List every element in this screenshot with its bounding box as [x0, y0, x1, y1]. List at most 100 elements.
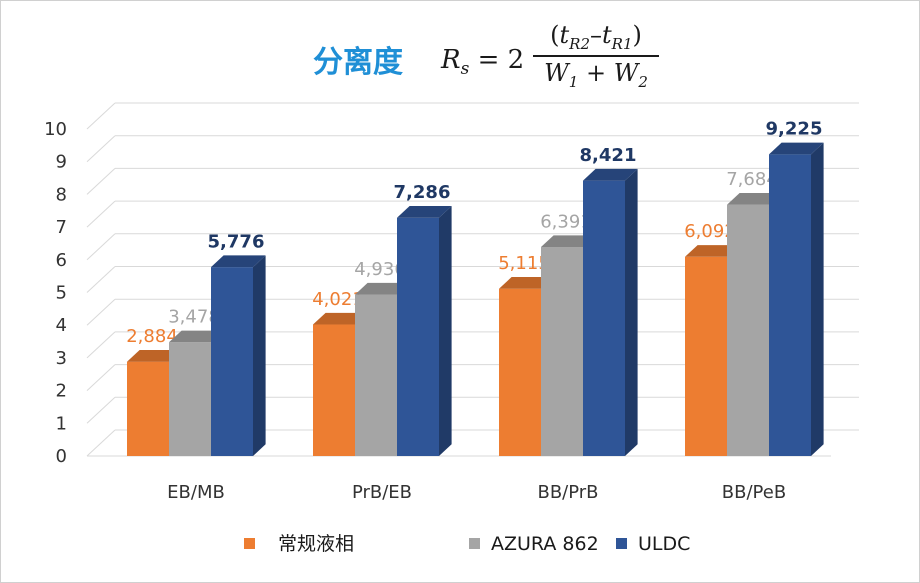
bar-front-face [355, 294, 397, 456]
grid-line-depth [86, 266, 116, 293]
formula-fraction: (tR2–tR1) W1 + W2 [533, 21, 659, 91]
formula-equals: = [477, 45, 500, 75]
y-tick-label: 10 [44, 119, 67, 140]
bar: 8,421 [580, 145, 638, 457]
formula-den-w2-sub: 2 [638, 72, 648, 91]
formula-num-t2: t [602, 21, 612, 49]
bar-front-face [541, 247, 583, 456]
data-label: 4,021 [312, 289, 364, 310]
grid-line-depth [86, 331, 116, 359]
bar-front-face [397, 217, 439, 456]
x-tick-label: PrB/EB [352, 482, 412, 503]
bar-front-face [685, 256, 727, 456]
y-tick-label: 8 [56, 184, 67, 205]
bar-top-face [355, 282, 410, 295]
data-label: 2,884 [126, 326, 178, 347]
bar: 5,776 [208, 231, 266, 456]
bar-top-face [583, 168, 638, 181]
bar: 7,286 [394, 182, 452, 456]
bar-front-face [727, 204, 769, 456]
bar-top-face [499, 277, 554, 289]
bar-front-face [313, 324, 355, 456]
bar: 4,936 [354, 259, 410, 456]
bar-top-face [313, 312, 368, 325]
formula-den-w1-sub: 1 [568, 72, 579, 91]
formula-num-minus: – [590, 21, 602, 49]
bar-top-face [397, 206, 452, 218]
bar-front-face [583, 180, 625, 456]
formula-den-w2: W [613, 58, 639, 87]
bar-front-face [211, 267, 253, 456]
data-label: 5,776 [208, 231, 265, 252]
grid-line-depth [86, 135, 116, 163]
bar-side-face [811, 142, 824, 456]
grid-line-depth [86, 429, 116, 457]
data-label: 6,092 [684, 221, 736, 242]
y-tick-label: 4 [56, 315, 67, 336]
bar-top-face [541, 235, 596, 248]
grid-line-depth [86, 102, 116, 130]
y-tick-label: 7 [56, 217, 67, 238]
grid-line-depth [86, 364, 116, 391]
grid-line-depth [86, 200, 116, 228]
y-tick-label: 1 [56, 413, 67, 434]
y-tick-label: 0 [56, 446, 67, 467]
formula-num-open: ( [550, 21, 560, 49]
bar-top-face [127, 349, 182, 362]
title-row: 分离度 Rs = 2 (tR2–tR1) W1 + W2 [1, 15, 920, 95]
legend-swatch [469, 538, 480, 549]
legend-swatch [244, 538, 255, 549]
data-label: 4,936 [354, 259, 406, 280]
bar-top-face [685, 245, 740, 257]
formula-den-w1: W [544, 58, 569, 87]
data-label: 3,478 [168, 307, 220, 328]
formula-num-t2-sub: R1 [611, 34, 633, 53]
chart-title: 分离度 [313, 45, 403, 80]
bar-top-face [169, 330, 224, 343]
legend-swatch [616, 538, 627, 549]
formula-numerator: (tR2–tR1) [533, 21, 659, 53]
formula-denominator: W1 + W2 [533, 59, 659, 91]
legend: 常规液相 AZURA 862 ULDC [244, 533, 690, 555]
bar-front-face [769, 154, 811, 456]
bar-top-face [727, 193, 782, 205]
bar-front-face [127, 361, 169, 456]
y-tick-label: 9 [56, 152, 67, 173]
grid-line-depth [86, 168, 116, 195]
formula-lhs: Rs = 2 [441, 45, 524, 79]
formula-r-subscript: s [460, 59, 470, 80]
data-label: 5,115 [498, 253, 550, 274]
data-label: 9,225 [766, 119, 823, 140]
y-tick-label: 2 [56, 381, 67, 402]
bar-side-face [439, 206, 452, 456]
legend-label: 常规液相 [278, 533, 354, 555]
bar-side-face [625, 168, 638, 457]
bar-front-face [169, 342, 211, 456]
formula-den-plus: + [585, 58, 607, 87]
data-label: 7,286 [394, 182, 451, 203]
legend-label: ULDC [638, 533, 690, 555]
bar-front-face [499, 288, 541, 456]
data-label: 6,391 [540, 211, 592, 232]
y-tick-label: 5 [56, 283, 67, 304]
y-tick-label: 6 [56, 250, 67, 271]
grid-line-depth [86, 233, 116, 261]
grid-line-depth [86, 298, 116, 326]
formula-coefficient: 2 [507, 45, 525, 75]
bar: 9,225 [766, 119, 824, 456]
y-tick-label: 3 [56, 348, 67, 369]
bar: 5,115 [498, 253, 554, 456]
formula-fraction-bar [533, 54, 659, 57]
data-label: 7,684 [726, 169, 778, 190]
data-label: 8,421 [580, 145, 637, 166]
x-tick-label: EB/MB [167, 482, 225, 503]
formula-num-t1-sub: R2 [569, 34, 590, 53]
formula-r-symbol: R [441, 45, 461, 75]
bar-top-face [211, 255, 266, 268]
formula-num-t1: t [559, 21, 570, 49]
legend-label: AZURA 862 [491, 533, 599, 555]
grid-line-depth [86, 396, 116, 424]
bar-top-face [769, 142, 824, 155]
